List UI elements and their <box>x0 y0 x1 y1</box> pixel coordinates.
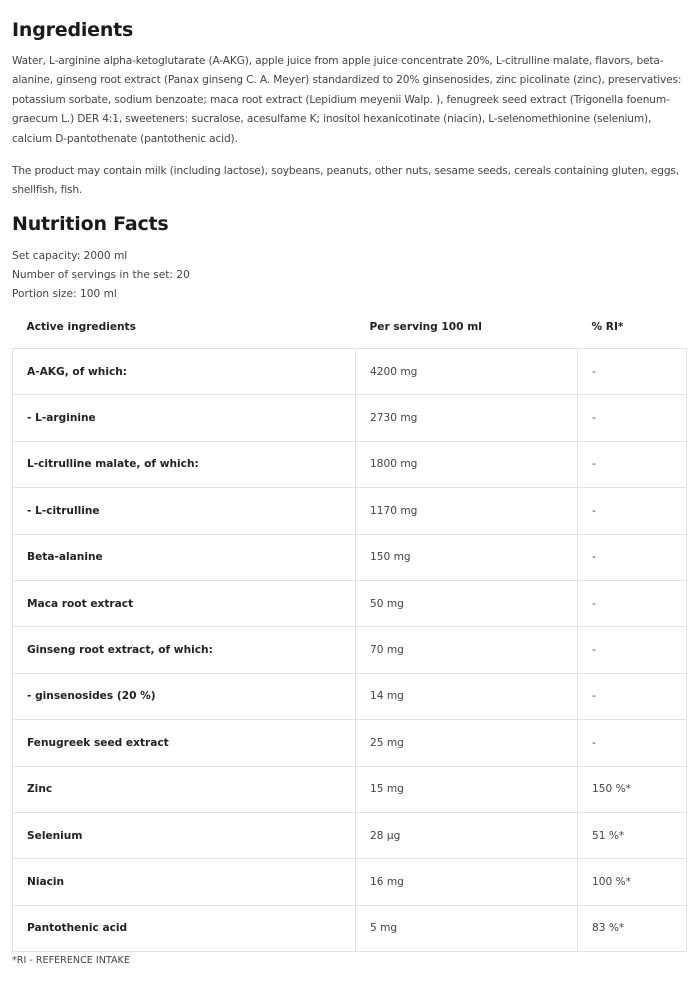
header-per-serving: Per serving 100 ml <box>369 321 482 333</box>
amount: 1800 mg <box>355 440 578 489</box>
ri-value: 83 %* <box>577 904 687 953</box>
ingredients-text: Water, L-arginine alpha-ketoglutarate (A… <box>12 55 682 145</box>
amount: 14 mg <box>355 672 578 721</box>
portion-size: Portion size: 100 ml <box>12 288 117 300</box>
amount: 1170 mg <box>355 487 578 535</box>
ingredient-name: - ginsenosides (20 %) <box>12 672 356 721</box>
amount: 150 mg <box>355 533 578 581</box>
table-row: - L-arginine 2730 mg - <box>12 394 687 442</box>
nutrition-table: Active ingredients Per serving 100 ml % … <box>12 306 687 953</box>
ri-value: - <box>577 347 687 396</box>
table-row: A-AKG, of which: 4200 mg - <box>12 347 687 396</box>
ingredient-name: Selenium <box>12 811 356 860</box>
amount: 50 mg <box>355 579 578 628</box>
ri-value: 51 %* <box>577 811 687 860</box>
ri-value: - <box>577 672 687 721</box>
ri-value: 150 %* <box>577 765 687 813</box>
ri-value: - <box>577 487 687 535</box>
table-row: Fenugreek seed extract 25 mg - <box>12 719 687 767</box>
ingredient-name: Niacin <box>12 858 356 906</box>
table-header-row: Active ingredients Per serving 100 ml % … <box>13 306 687 349</box>
ingredient-name: - L-arginine <box>12 394 356 442</box>
ingredient-name: Zinc <box>12 765 356 813</box>
table-row: Beta-alanine 150 mg - <box>12 533 687 581</box>
ingredient-name: Pantothenic acid <box>12 904 356 953</box>
table-row: Niacin 16 mg 100 %* <box>12 858 687 906</box>
table-row: Pantothenic acid 5 mg 83 %* <box>12 904 687 953</box>
ri-value: - <box>577 579 687 628</box>
amount: 16 mg <box>355 858 578 906</box>
ingredients-heading: Ingredients <box>12 19 134 41</box>
table-row: L-citrulline malate, of which: 1800 mg - <box>12 440 687 489</box>
nutrition-heading: Nutrition Facts <box>12 213 169 235</box>
ri-value: - <box>577 533 687 581</box>
header-active-ingredients: Active ingredients <box>26 321 136 333</box>
amount: 2730 mg <box>355 394 578 442</box>
allergens-text: The product may contain milk (including … <box>12 165 680 197</box>
ri-value: 100 %* <box>577 858 687 906</box>
footnote: *RI - REFERENCE INTAKE <box>12 955 130 966</box>
ingredient-name: L-citrulline malate, of which: <box>12 440 356 489</box>
servings: Number of servings in the set: 20 <box>12 269 190 281</box>
amount: 70 mg <box>355 626 578 674</box>
table-row: Selenium 28 µg 51 %* <box>12 811 687 860</box>
ingredient-name: Beta-alanine <box>12 533 356 581</box>
amount: 28 µg <box>355 811 578 860</box>
ri-value: - <box>577 440 687 489</box>
ri-value: - <box>577 394 687 442</box>
ingredient-name: A-AKG, of which: <box>12 347 356 396</box>
amount: 4200 mg <box>355 347 578 396</box>
header-ri: % RI* <box>591 321 624 333</box>
table-row: - ginsenosides (20 %) 14 mg - <box>12 672 687 721</box>
table-row: - L-citrulline 1170 mg - <box>12 487 687 535</box>
amount: 15 mg <box>355 765 578 813</box>
table-row: Zinc 15 mg 150 %* <box>12 765 687 813</box>
ingredient-name: Fenugreek seed extract <box>12 719 356 767</box>
ingredient-name: - L-citrulline <box>12 487 356 535</box>
ingredient-name: Maca root extract <box>12 579 356 628</box>
ri-value: - <box>577 626 687 674</box>
amount: 25 mg <box>355 719 578 767</box>
set-capacity: Set capacity: 2000 ml <box>12 250 128 262</box>
ri-value: - <box>577 719 687 767</box>
table-row: Maca root extract 50 mg - <box>12 579 687 628</box>
amount: 5 mg <box>355 904 578 953</box>
ingredient-name: Ginseng root extract, of which: <box>12 626 356 674</box>
table-row: Ginseng root extract, of which: 70 mg - <box>12 626 687 674</box>
